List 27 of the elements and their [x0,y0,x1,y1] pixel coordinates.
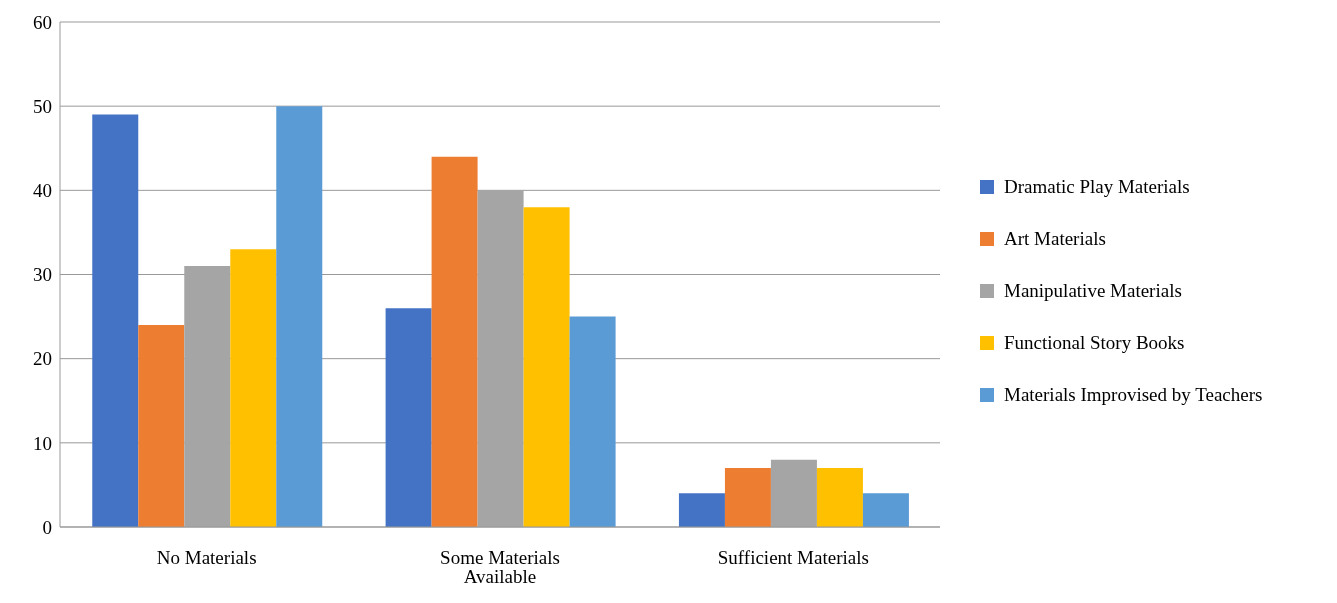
y-tick-label: 50 [33,95,52,117]
bar [523,207,570,527]
y-tick-label: 20 [33,348,52,370]
bar [276,106,323,527]
legend-label: Dramatic Play Materials [1004,175,1190,198]
y-tick-label: 10 [33,432,52,454]
y-tick-label: 60 [33,11,52,33]
bar [569,316,616,527]
x-tick-label: Sufficient Materials [717,547,869,569]
y-tick-label: 0 [42,516,52,538]
x-tick-label: Some Materials Available [440,547,560,588]
x-tick-label: No Materials [156,547,257,569]
bar [138,325,185,527]
legend-label: Materials Improvised by Teachers [1004,383,1263,406]
bar [431,156,478,527]
bar [862,493,909,527]
bar [230,249,277,527]
bar [385,308,432,527]
legend-label: Manipulative Materials [1004,279,1182,302]
legend-label: Functional Story Books [1004,331,1185,354]
bar [816,468,863,527]
y-tick-label: 40 [33,180,52,202]
legend-label: Art Materials [1004,227,1106,250]
bar [678,493,725,527]
y-tick-label: 30 [33,264,52,286]
bar [724,468,771,527]
bar [92,114,139,527]
